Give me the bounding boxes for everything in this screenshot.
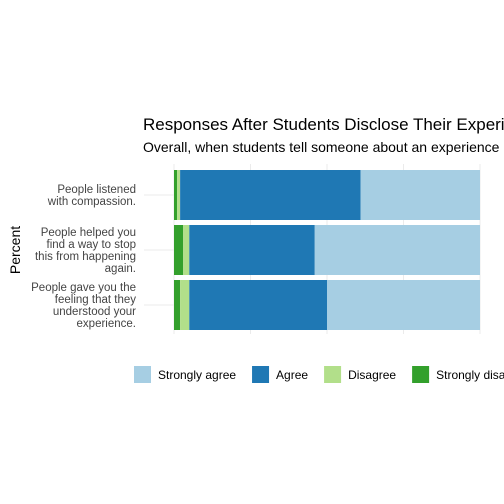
bar-disagree-0 <box>177 170 181 220</box>
legend-key-strongly-agree <box>134 366 151 383</box>
bar-disagree-2 <box>180 280 190 330</box>
y-axis-label: Percent <box>7 226 23 274</box>
legend-label-agree: Agree <box>276 368 308 382</box>
bar-strongly-agree-2 <box>327 280 480 330</box>
category-label-1: People helped you find a way to stop this … <box>35 227 136 275</box>
bar-strongly-disagree-0 <box>174 170 178 220</box>
bar-strongly-disagree-1 <box>174 225 184 275</box>
legend: Strongly agree Agree Disagree Strongly disa… <box>134 366 504 383</box>
legend-key-agree <box>252 366 270 383</box>
legend-label-strongly-agree: Strongly agree <box>158 368 236 382</box>
legend-key-strongly-disagree <box>412 366 430 383</box>
category-label-0: People listened with compassion. <box>47 184 136 208</box>
bar-agree-1 <box>189 225 315 275</box>
chart-subtitle: Overall, when students tell someone abou… <box>143 139 500 155</box>
legend-label-strongly-disagree: Strongly disagree <box>436 368 504 382</box>
legend-label-disagree: Disagree <box>348 368 396 382</box>
bar-agree-0 <box>180 170 361 220</box>
bar-strongly-agree-1 <box>314 225 480 275</box>
bars <box>174 170 480 330</box>
legend-key-disagree <box>324 366 342 383</box>
bar-disagree-1 <box>183 225 190 275</box>
bar-strongly-agree-0 <box>360 170 480 220</box>
category-label-2: People gave you the feeling that they unde… <box>31 282 136 330</box>
category-tick-labels: People listened with compassion. People he… <box>31 184 136 330</box>
bar-agree-2 <box>189 280 327 330</box>
bar-strongly-disagree-2 <box>174 280 181 330</box>
chart-title: Responses After Students Disclose Their … <box>143 115 504 134</box>
